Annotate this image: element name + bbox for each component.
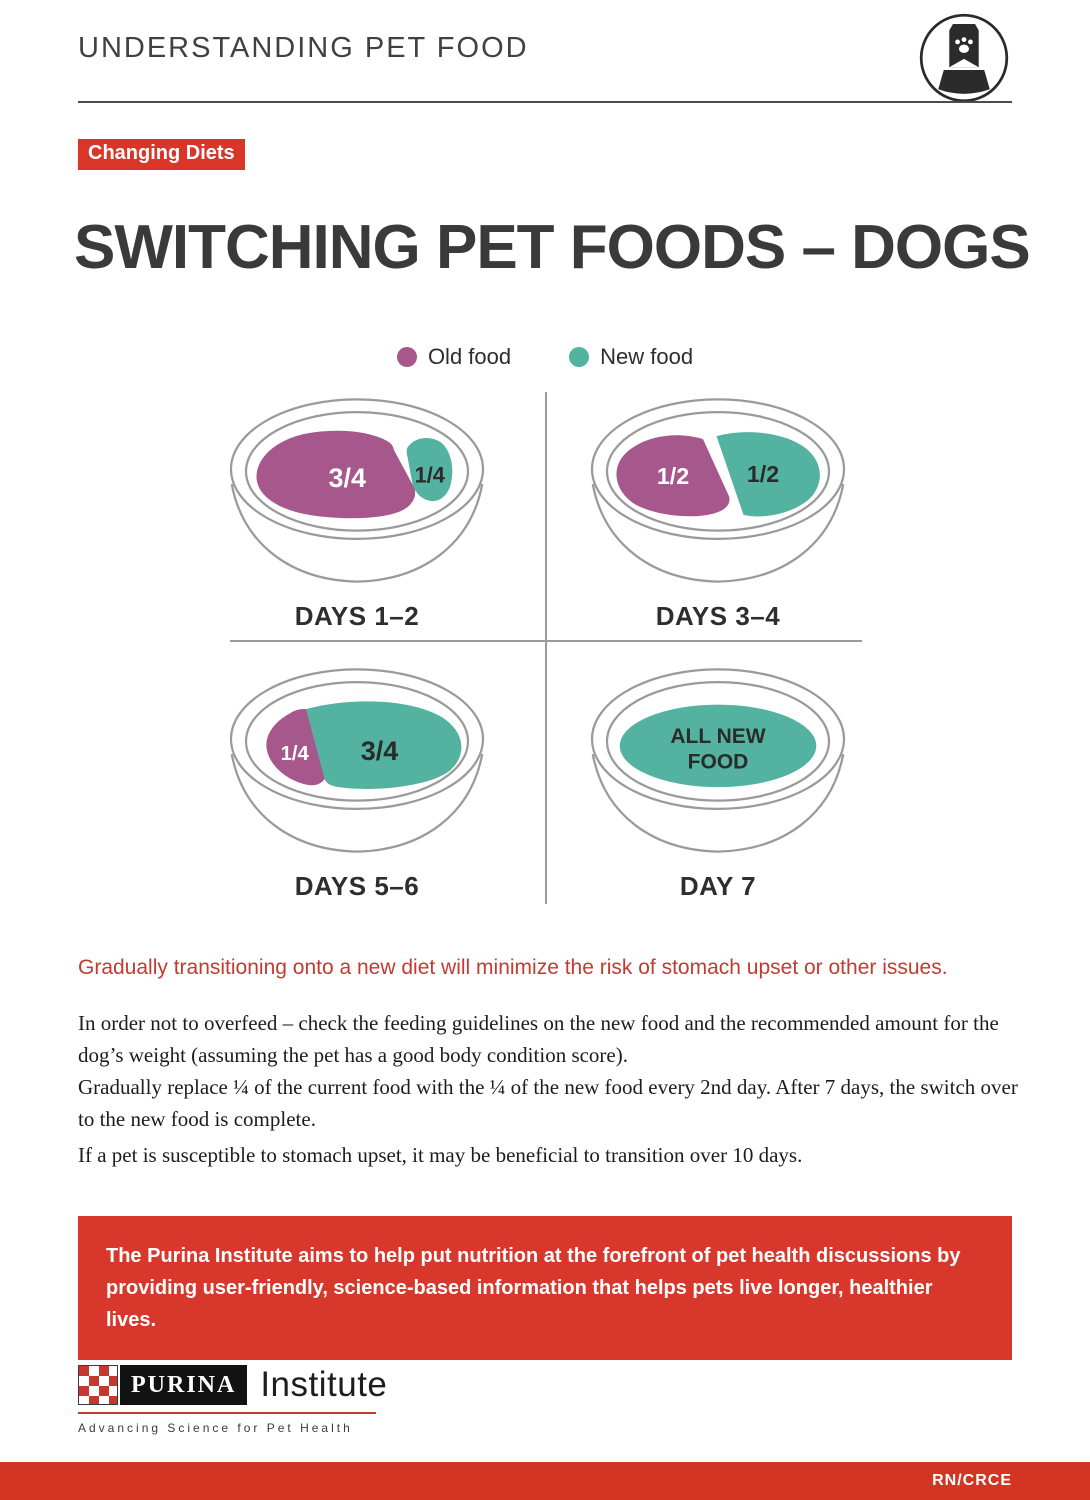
header-title: UNDERSTANDING PET FOOD bbox=[78, 32, 529, 64]
portion-label-new-line1: ALL NEW bbox=[670, 725, 765, 748]
legend-item-new-food: New food bbox=[569, 344, 693, 370]
purina-checkerboard-icon bbox=[78, 1365, 118, 1405]
portion-label-old: 1/2 bbox=[657, 463, 689, 489]
changing-diets-badge: Changing Diets bbox=[78, 139, 245, 170]
portion-label-new: 1/2 bbox=[747, 461, 779, 487]
purina-institute-logo: PURINA Institute Advancing Science for P… bbox=[78, 1364, 387, 1435]
body-paragraph-2: Gradually replace ¼ of the current food … bbox=[78, 1075, 1018, 1131]
bowl-illustration-days-5-6: 1/4 3/4 bbox=[229, 668, 485, 853]
body-paragraph-3: If a pet is susceptible to stomach upset… bbox=[78, 1143, 803, 1167]
new-food-dot-icon bbox=[569, 347, 590, 367]
bowl-caption: DAY 7 bbox=[679, 871, 757, 901]
legend-item-old-food: Old food bbox=[396, 344, 512, 370]
logo-underline bbox=[78, 1412, 376, 1414]
bowl-caption: DAYS 5–6 bbox=[294, 871, 420, 901]
bowl-caption: DAYS 1–2 bbox=[294, 601, 420, 631]
lead-text: Gradually transitioning onto a new diet … bbox=[78, 956, 948, 979]
bowl-illustration-days-1-2: 3/4 1/4 bbox=[229, 398, 485, 583]
purina-wordmark: PURINA bbox=[120, 1365, 248, 1405]
bowl-panel-days-1-2: 3/4 1/4 DAYS 1–2 bbox=[222, 394, 492, 632]
portion-label-old: 3/4 bbox=[328, 463, 366, 493]
portion-label-new: 3/4 bbox=[361, 736, 399, 766]
body-paragraph-1: In order not to overfeed – check the fee… bbox=[78, 1011, 999, 1067]
legend-label-old: Old food bbox=[427, 344, 512, 369]
info-banner: The Purina Institute aims to help put nu… bbox=[78, 1216, 1012, 1360]
logo-tagline: Advancing Science for Pet Health bbox=[78, 1421, 353, 1435]
logo-row: PURINA Institute bbox=[78, 1364, 387, 1406]
bowl-panel-days-3-4: 1/2 1/2 DAYS 3–4 bbox=[583, 394, 853, 632]
bowl-caption: DAYS 3–4 bbox=[655, 601, 781, 631]
legend: Old food New food bbox=[0, 344, 1090, 370]
document-code: RN/CRCE bbox=[932, 1472, 1012, 1489]
horizontal-divider bbox=[230, 640, 862, 642]
vertical-divider bbox=[545, 392, 547, 904]
page-title: SWITCHING PET FOODS – DOGS bbox=[74, 213, 1031, 282]
bowl-illustration-days-3-4: 1/2 1/2 bbox=[590, 398, 846, 583]
header-divider bbox=[78, 101, 1012, 103]
bowl-panel-days-5-6: 1/4 3/4 DAYS 5–6 bbox=[222, 664, 492, 902]
portion-label-new: 1/4 bbox=[415, 463, 445, 488]
old-food-dot-icon bbox=[396, 347, 417, 367]
quadrant-grid: 3/4 1/4 DAYS 1–2 1/2 1/2 DAYS 3–4 bbox=[0, 388, 1090, 910]
bottom-bar: RN/CRCE bbox=[0, 1462, 1090, 1500]
pet-food-bag-and-bowl-icon bbox=[919, 13, 1009, 103]
institute-wordmark: Institute bbox=[260, 1365, 388, 1404]
bowl-illustration-day-7: ALL NEW FOOD bbox=[590, 668, 846, 853]
bowl-panel-day-7: ALL NEW FOOD DAY 7 bbox=[583, 664, 853, 902]
portion-label-old: 1/4 bbox=[281, 743, 310, 765]
legend-label-new: New food bbox=[600, 344, 694, 369]
portion-label-new-line2: FOOD bbox=[688, 750, 749, 773]
